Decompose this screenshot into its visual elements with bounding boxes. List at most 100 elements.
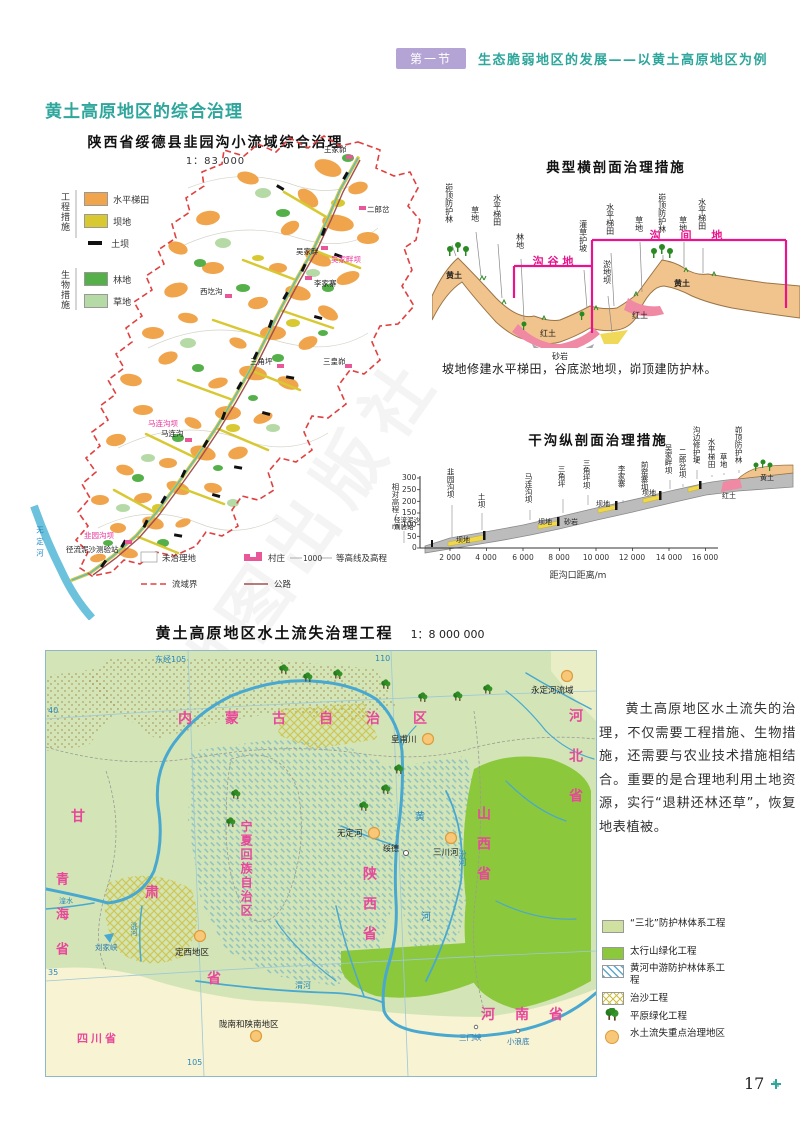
lat-label-40: 40	[48, 706, 59, 715]
sandstone-label: 砂岩	[564, 518, 578, 526]
label-sandstone: 砂岩	[552, 352, 568, 361]
midstream-swatch	[602, 965, 624, 978]
dam-label: 吴家畔坝	[331, 255, 361, 264]
area-longnan: 陇南和陕南地区	[219, 1020, 279, 1030]
grass-label: 草地	[113, 298, 132, 308]
town-suide: 绥德	[383, 844, 399, 853]
label-terrace-left: 水平梯田	[492, 194, 502, 226]
page-footer: 17	[744, 1074, 782, 1093]
lon-label-105: 东经105	[155, 655, 187, 664]
chapter-title: 生态脆弱地区的发展——以黄土高原地区为例	[478, 53, 769, 68]
map1-title: 陕西省绥德县韭园沟小流域综合治理	[87, 135, 344, 151]
label-grass-r1: 草地	[634, 216, 644, 232]
village-label: 吴家畔	[296, 247, 319, 256]
damland-label: 坝地	[456, 536, 470, 544]
map2-title: 黄土高原地区水土流失治理工程	[155, 624, 394, 642]
y-tick: 300	[402, 473, 417, 482]
taihang-label: 太行山绿化工程	[630, 946, 697, 957]
label-terrace-r2: 水平梯田	[697, 198, 707, 230]
village-label: 西圪沟	[200, 287, 223, 296]
threenorth-swatch	[602, 920, 624, 933]
cross-section-title: 典型横剖面治理措施	[546, 160, 686, 176]
legend-village: 村庄	[268, 554, 286, 564]
legend-item-terrace: 水平梯田	[84, 188, 149, 207]
province-su: 肃	[145, 885, 159, 901]
taihang-swatch	[602, 947, 624, 960]
province-henan: 河南省	[481, 1007, 583, 1023]
label-ridge-zone: 沟 间 地	[649, 229, 731, 242]
legend-untreated: 未治理地	[162, 554, 197, 564]
village-label: 李家寨	[314, 279, 337, 288]
river-huangshui: 湟水	[59, 897, 73, 905]
profile-chart-svg	[403, 459, 794, 554]
lon-label-110: 110	[375, 654, 391, 663]
body-paragraph: 黄土高原地区水土流失的治理，不仅需要工程措施、生物措施，还需要与农业技术措施相结…	[599, 702, 796, 835]
red-soil-label: 红土	[722, 492, 736, 500]
watershed-map-block: 陕西省绥德县韭园沟小流域综合治理 1：83 000	[28, 128, 433, 620]
place-label: 李家寨	[617, 465, 627, 488]
loess-label: 黄土	[760, 474, 774, 482]
terrace-label: 水平梯田	[113, 196, 150, 206]
province-hebei: 河北省	[567, 708, 583, 828]
lat-label-35: 35	[48, 968, 59, 977]
dam-label: 前窑寨坝	[640, 461, 650, 491]
label-red-right: 红土	[632, 311, 648, 320]
place-label: 三角坪	[557, 465, 567, 488]
map2-legend: “三北”防护林体系工程 太行山绿化工程 黄河中游防护林体系工程 治沙工程 平原绿…	[598, 916, 798, 1066]
cross-section-svg	[432, 231, 800, 348]
map2-svg	[45, 650, 597, 1077]
cross-section-block: 典型横剖面治理措施	[432, 148, 800, 361]
legend-item-forest: 林地	[84, 268, 131, 287]
village-label: 王家峁	[324, 145, 347, 154]
legend-road: 公路	[274, 580, 292, 590]
dam-label: 马连沟坝	[148, 419, 178, 428]
damland-label: 坝地	[596, 500, 610, 508]
x-tick: 8 000	[548, 553, 570, 562]
x-tick: 10 000	[582, 553, 610, 562]
road-line	[92, 159, 361, 576]
erosion-area-icon	[605, 1030, 619, 1044]
wuding-river	[30, 504, 95, 620]
dam-label: 吴家畔坝	[664, 444, 674, 474]
label-loess-right: 黄土	[674, 279, 690, 288]
page-ornament-icon	[771, 1078, 782, 1089]
label-grass-r2: 草地	[678, 216, 688, 232]
legend-group-engineering: 工程措施	[59, 192, 69, 232]
earthdam-label: 土坝	[111, 240, 130, 250]
river-he: 河	[421, 912, 431, 923]
dam-label: 土坝	[477, 493, 487, 508]
x-tick: 2 000	[439, 553, 461, 562]
y-tick: 0	[412, 543, 417, 552]
label-maoding-forest-right: 峁顶防护林	[657, 193, 667, 233]
contour-value: 1000	[303, 554, 323, 563]
station-label: 径流泥沙测验站	[66, 545, 119, 554]
town-sanmenxia: 三门峡	[459, 1033, 482, 1042]
province-sichuan: 四川省	[77, 1032, 119, 1045]
legend-item-damland: 坝地	[84, 210, 131, 229]
village-label: 二郎岔	[367, 205, 390, 214]
map2-title-row: 黄土高原地区水土流失治理工程 1：8 000 000	[45, 622, 595, 643]
section-title: 黄土高原地区的综合治理	[45, 102, 243, 122]
town-liujiaxia: 刘家峡	[95, 943, 118, 952]
village-label: 三皇峁	[323, 357, 346, 366]
damland-label: 坝地	[538, 518, 552, 526]
loess-plateau-map-block: 黄土高原地区水土流失治理工程 1：8 000 000	[45, 622, 597, 1077]
legend-group-biological: 生物措施	[59, 270, 69, 310]
province-qinghai: 青海省	[53, 872, 68, 977]
dam-label: 三角坪坝	[582, 459, 592, 489]
y-tick: 200	[402, 497, 417, 506]
profile-title: 干沟纵剖面治理措施	[528, 433, 668, 449]
dam-label: 韭园沟坝	[446, 468, 456, 498]
station-label: 径流泥沙测验站	[394, 516, 420, 531]
map2-canvas: 东经105 110 40 35 105 内蒙古自治区 甘 肃 省 青海省 宁夏回…	[45, 650, 597, 1077]
y-tick: 150	[402, 508, 417, 517]
y-tick: 250	[402, 485, 417, 494]
dam-label: 马连沟坝	[524, 473, 534, 503]
area-wudinghe: 无定河	[337, 829, 363, 839]
ridge-guard-label: 沟边修护埂	[692, 426, 702, 464]
dam-label: 韭园沟坝	[84, 531, 114, 540]
cross-section-caption: 坡地修建水平梯田，谷底淤地坝，峁顶建防护林。	[442, 362, 718, 376]
watershed-map-svg	[30, 135, 421, 620]
river-huang: 黄	[415, 812, 425, 823]
